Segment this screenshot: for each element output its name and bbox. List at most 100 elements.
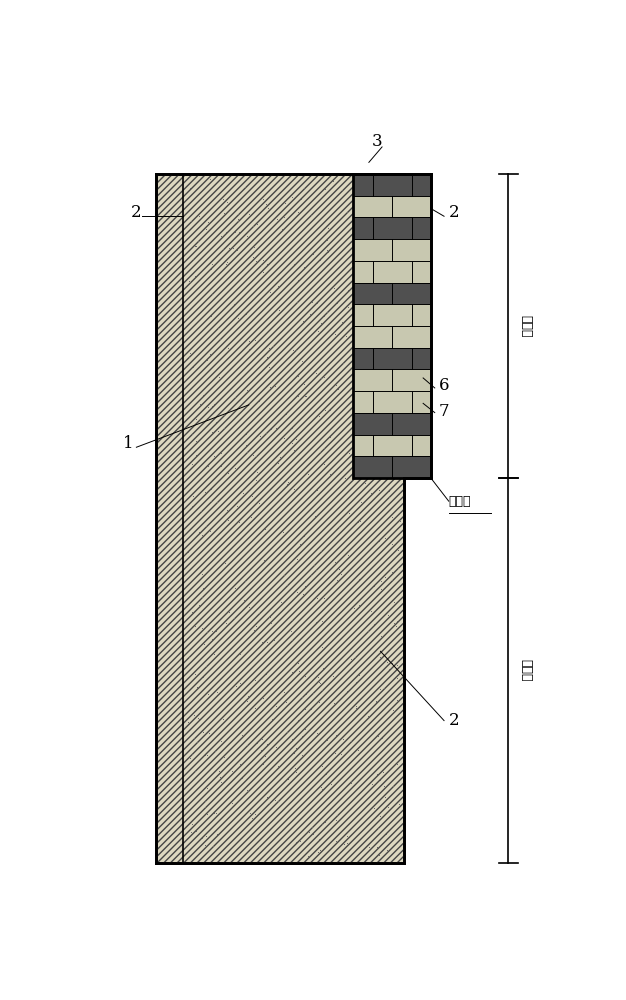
Point (327, 705, 337, 721)
Point (275, 449, 285, 465)
Point (203, 686, 213, 702)
Point (297, 689, 307, 705)
Point (218, 711, 228, 727)
Point (270, 739, 280, 755)
Point (354, 667, 364, 683)
Point (240, 179, 250, 195)
Point (191, 823, 201, 839)
Point (294, 663, 304, 679)
Point (340, 470, 350, 486)
Point (197, 830, 207, 846)
Point (305, 755, 315, 771)
Point (194, 208, 204, 224)
Point (240, 573, 250, 589)
Point (339, 836, 349, 852)
Point (310, 508, 320, 524)
Point (190, 763, 200, 779)
Point (332, 228, 342, 244)
Point (216, 774, 226, 790)
Bar (353, 456, 431, 478)
Point (331, 833, 341, 849)
Point (312, 295, 322, 311)
Point (197, 620, 207, 636)
Point (190, 666, 200, 682)
Point (307, 685, 317, 701)
Point (374, 533, 384, 549)
Point (186, 213, 196, 229)
Bar (353, 174, 431, 478)
Point (250, 806, 260, 822)
Point (198, 387, 208, 403)
Point (366, 419, 376, 435)
Point (233, 310, 244, 326)
Point (332, 295, 342, 311)
Point (193, 524, 203, 540)
Point (241, 437, 251, 453)
Point (337, 462, 347, 478)
Point (250, 253, 260, 269)
Point (354, 253, 364, 269)
Point (355, 219, 365, 235)
Point (221, 512, 231, 528)
Point (360, 463, 370, 479)
Point (298, 586, 308, 602)
Point (282, 577, 292, 593)
Point (229, 296, 239, 312)
Point (387, 536, 397, 552)
Point (314, 694, 324, 710)
Point (263, 200, 273, 216)
Point (371, 694, 381, 710)
Point (378, 764, 388, 780)
Point (319, 456, 329, 472)
Point (306, 207, 316, 223)
Point (220, 615, 230, 631)
Point (389, 692, 399, 708)
Point (245, 805, 255, 821)
Point (380, 789, 390, 805)
Point (382, 738, 392, 754)
Point (363, 281, 373, 297)
Point (392, 692, 402, 708)
Point (309, 557, 319, 573)
Point (293, 712, 303, 728)
Point (224, 536, 234, 552)
Point (248, 447, 258, 463)
Point (317, 781, 327, 797)
Point (338, 731, 348, 747)
Point (356, 494, 366, 510)
Point (300, 578, 310, 594)
Point (381, 361, 391, 377)
Point (295, 833, 305, 849)
Point (262, 789, 272, 805)
Point (215, 331, 225, 347)
Point (250, 332, 260, 348)
Point (306, 701, 316, 717)
Point (342, 828, 352, 844)
Point (299, 259, 309, 275)
Point (251, 462, 261, 478)
Point (332, 807, 342, 823)
Point (382, 654, 393, 670)
Point (322, 732, 332, 748)
Point (273, 455, 283, 471)
Point (209, 448, 219, 464)
Point (274, 286, 284, 302)
Point (351, 698, 361, 714)
Point (366, 294, 376, 310)
Point (299, 528, 309, 544)
Point (256, 257, 266, 273)
Point (295, 536, 305, 552)
Point (366, 674, 376, 690)
Point (379, 569, 389, 585)
Point (197, 589, 207, 605)
Point (325, 466, 335, 482)
Point (185, 750, 195, 766)
Point (257, 731, 267, 747)
Text: 2: 2 (449, 204, 459, 221)
Point (360, 475, 370, 491)
Point (286, 623, 296, 639)
Point (192, 679, 202, 695)
Point (257, 742, 267, 758)
Point (392, 613, 402, 629)
Point (387, 572, 397, 588)
